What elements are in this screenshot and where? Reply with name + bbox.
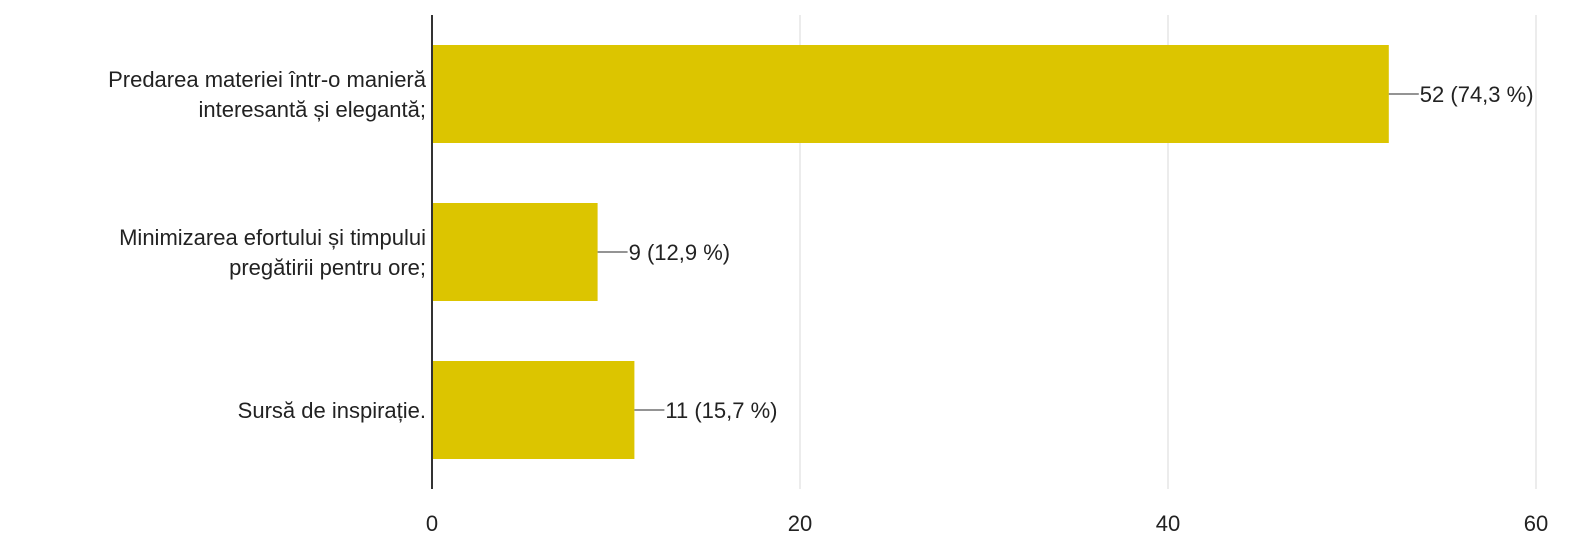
labels: 0 20 40 60 52 (74,3 %) Predarea materiei într… xyxy=(108,67,1548,536)
bar xyxy=(432,361,635,459)
category-label: pregătirii pentru ore; xyxy=(229,255,426,280)
bars xyxy=(432,45,1389,459)
x-tick-label: 40 xyxy=(1156,511,1180,536)
x-tick-label: 60 xyxy=(1524,511,1548,536)
category-label: interesantă și elegantă; xyxy=(199,97,427,122)
category-label: Sursă de inspirație. xyxy=(238,398,426,423)
category-label: Predarea materiei într-o manieră xyxy=(108,67,427,92)
data-label: 11 (15,7 %) xyxy=(665,398,777,423)
data-label: 9 (12,9 %) xyxy=(629,240,731,265)
data-label: 52 (74,3 %) xyxy=(1420,82,1534,107)
category-label: Minimizarea efortului și timpului xyxy=(119,225,426,250)
x-tick-label: 0 xyxy=(426,511,438,536)
x-tick-label: 20 xyxy=(788,511,812,536)
bar xyxy=(432,45,1389,143)
bar xyxy=(432,203,598,301)
